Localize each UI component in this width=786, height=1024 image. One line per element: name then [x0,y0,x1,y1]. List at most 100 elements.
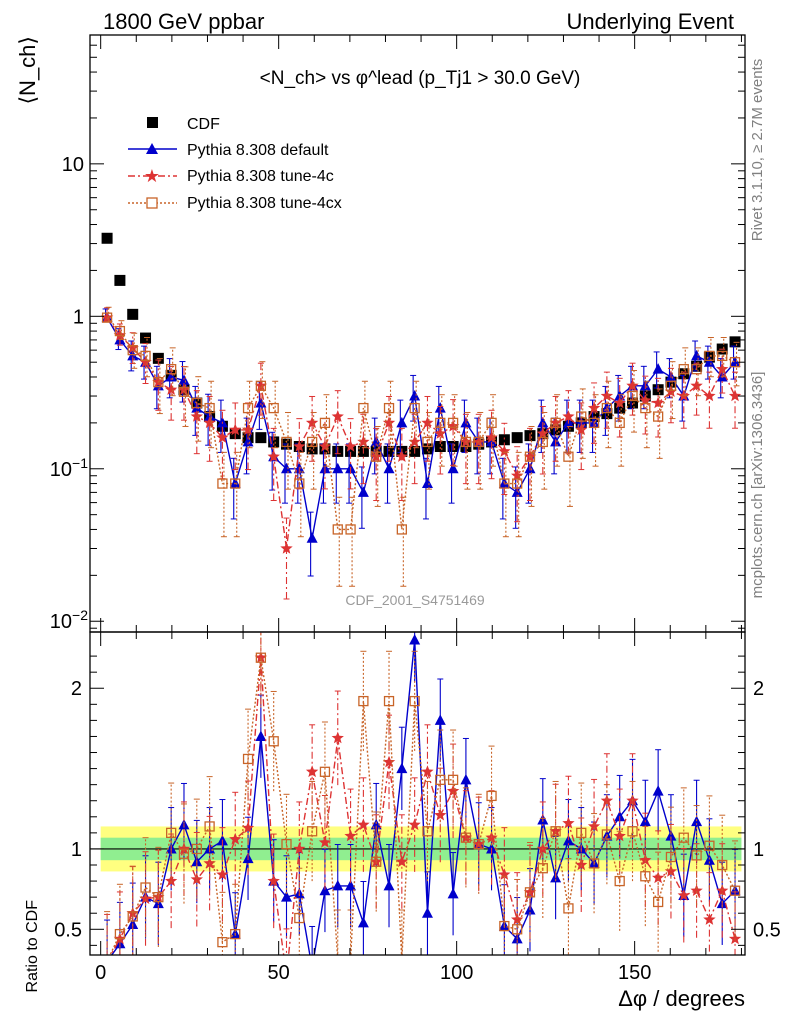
data-point [640,871,651,882]
data-point [434,808,447,821]
data-point [396,954,407,955]
x-tick-label: 50 [268,962,290,984]
data-point [446,784,460,797]
main-series-tune4cx [101,306,741,587]
data-point [358,402,369,414]
data-point [627,826,638,837]
data-point [114,928,126,940]
data-point [242,435,254,447]
data-point [563,451,574,462]
data-point [473,838,484,850]
data-point [512,924,523,935]
data-point [229,832,242,845]
legend-entry-cdf: CDF [147,116,220,133]
data-point [614,417,625,429]
data-point [345,879,357,891]
data-point [588,858,600,869]
data-point [626,379,639,392]
data-point [178,386,190,397]
data-point [486,417,497,429]
data-point [627,390,638,402]
data-point [460,436,472,448]
data-point [575,423,588,436]
data-point [306,826,318,837]
axes-layer: 10 1 10−1 10−2 0 50 100 150 0.5 0.5 1 1 2 2 [50,34,781,984]
data-point [691,850,702,861]
data-point [319,766,331,777]
data-point [139,355,152,368]
data-point [178,848,190,859]
data-point [307,962,318,973]
data-point [241,821,255,834]
data-point [447,774,459,785]
data-point [281,891,292,902]
data-point [395,855,408,868]
data-point [550,417,561,429]
ratio-y-tick-label: 1 [71,839,82,861]
header-left: 1800 GeV ppbar [103,9,264,34]
data-point [422,436,433,448]
data-point [640,402,651,414]
data-point [665,830,677,841]
legend-label-tune4c: Pythia 8.308 tune-4c [187,168,334,185]
cdf-point [345,445,357,457]
data-point [678,832,689,843]
data-point [242,753,254,765]
data-point [549,824,562,837]
legend-label-cdf: CDF [187,116,220,133]
data-point [255,380,267,391]
data-point [293,842,306,855]
data-point [396,762,408,774]
ratio-y-tick-label-right: 0.5 [753,919,781,941]
data-point [549,416,562,429]
data-point [524,451,536,462]
data-point [537,436,548,448]
data-point [511,469,524,481]
data-point [153,376,164,388]
data-point [435,774,446,785]
data-point [652,396,665,409]
data-point [255,652,267,663]
data-point [703,356,715,367]
data-point [537,863,548,874]
ratio-series-default [104,632,741,973]
data-point [306,532,318,543]
cdf-point [127,308,139,320]
data-point [100,311,114,323]
header-right: Underlying Event [566,9,734,34]
data-point [409,695,420,707]
data-point [165,383,178,395]
rivet-label: Rivet 3.1.10, ≥ 2.7M events [749,59,766,242]
data-point [447,462,459,474]
data-point [230,928,241,940]
data-point [191,843,202,855]
data-point [318,836,332,848]
data-point [216,431,229,443]
y-tick-label: 1 [73,306,84,328]
data-point [127,911,138,922]
data-point [242,402,254,414]
cdf-point [627,397,639,409]
data-point [382,416,396,429]
data-point [728,932,742,945]
legend-entry-tune4cx: Pythia 8.308 tune-4cx [128,195,342,212]
data-point [729,885,741,896]
data-point [703,389,716,402]
y-tick-label: 10−2 [50,607,88,633]
data-point [255,397,267,408]
data-point [357,435,370,448]
data-point [421,765,434,778]
data-point [601,402,613,414]
data-point [267,874,280,887]
data-point [485,431,498,443]
data-point [562,410,575,422]
cdf-point [383,445,395,457]
data-point [563,903,574,914]
cdf-point [255,432,267,444]
cdf-point [498,434,510,446]
series-line [109,657,736,955]
data-point [319,417,331,429]
cdf-point [614,402,626,414]
data-point [447,887,459,899]
